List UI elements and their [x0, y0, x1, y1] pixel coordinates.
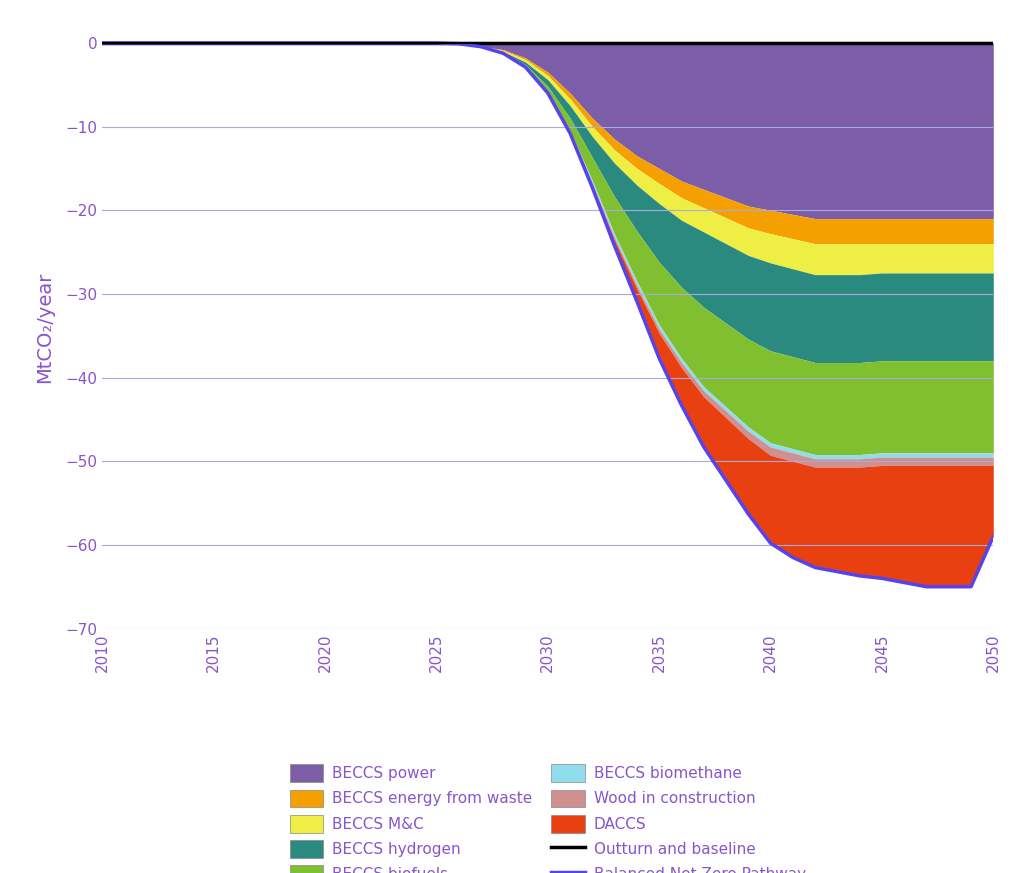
Y-axis label: MtCO₂/year: MtCO₂/year	[35, 272, 54, 383]
Legend: BECCS power, BECCS energy from waste, BECCS M&C, BECCS hydrogen, BECCS biofuels,: BECCS power, BECCS energy from waste, BE…	[282, 757, 814, 873]
